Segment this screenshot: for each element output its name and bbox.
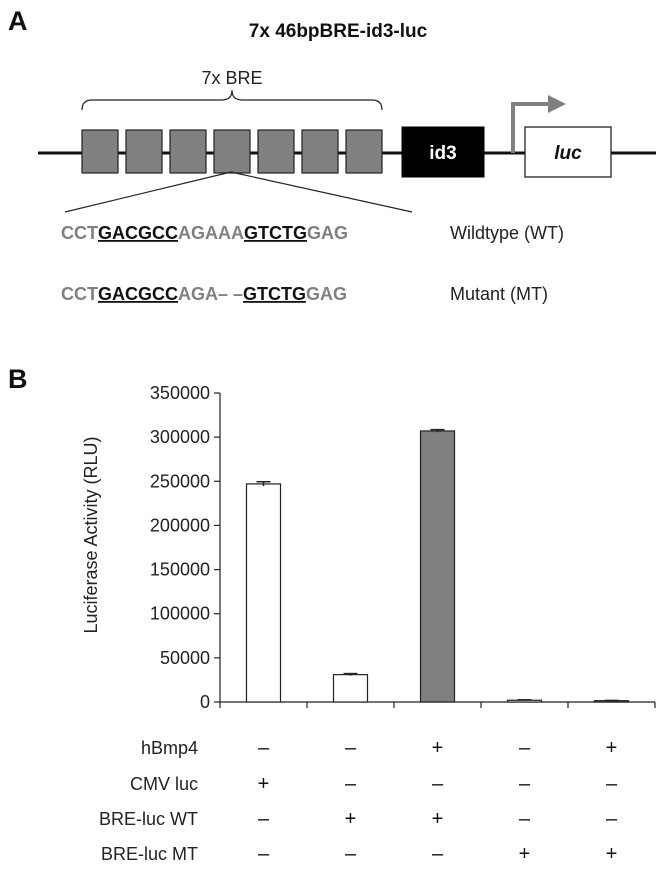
panel-a: A 7x 46bpBRE-id3-luc 7x BRE id3 luc CCTG… — [8, 6, 656, 304]
id3-label: id3 — [429, 143, 456, 164]
bre-box — [301, 129, 339, 174]
core-motif: GTCTG — [243, 284, 306, 304]
plus-sign: + — [258, 773, 270, 795]
panel-b: B Luciferase Activity (RLU) 0 50000 100000… — [8, 364, 656, 865]
condition-table: hBmp4 – – + – + CMV luc + – – – – BRE-luc WT – + + – – BRE… — [99, 737, 618, 865]
y-tick-label: 250000 — [150, 471, 210, 491]
minus-sign: – — [606, 808, 618, 830]
bre-box — [345, 129, 383, 174]
plus-sign: + — [432, 737, 444, 759]
bre-box — [257, 129, 295, 174]
minus-sign: – — [519, 808, 531, 830]
promoter-arrow — [511, 102, 550, 153]
y-tick-label: 350000 — [150, 383, 210, 403]
plus-sign: + — [432, 808, 444, 830]
core-motif: GACGCC — [98, 284, 178, 304]
minus-sign: – — [519, 737, 531, 759]
flank-sequence: CCT — [61, 284, 98, 304]
core-motif: GACGCC — [98, 223, 178, 243]
bre-bracket — [81, 89, 383, 111]
condition-label: BRE-luc WT — [99, 809, 198, 829]
y-tick-label: 300000 — [150, 427, 210, 447]
minus-sign: – — [258, 808, 270, 830]
condition-label: hBmp4 — [141, 738, 198, 758]
bracket-label: 7x BRE — [201, 68, 262, 88]
plus-sign: + — [606, 843, 618, 865]
flank-sequence: GAG — [307, 223, 348, 243]
expansion-line-left — [64, 171, 232, 213]
y-tick-label: 0 — [200, 692, 210, 712]
plus-sign: + — [519, 843, 531, 865]
bre-box — [81, 129, 119, 174]
sequence-mutant: CCTGACGCCAGA– –GTCTGGAG — [61, 284, 347, 304]
luc-label: luc — [554, 143, 582, 164]
bre-boxes — [81, 129, 383, 174]
y-tick-label: 50000 — [160, 648, 210, 668]
flank-sequence: AGA– – — [178, 284, 243, 304]
expansion-line-right — [230, 171, 413, 213]
condition-label: BRE-luc MT — [101, 844, 198, 864]
minus-sign: – — [345, 843, 357, 865]
flank-sequence: GAG — [306, 284, 347, 304]
condition-label: CMV luc — [130, 774, 198, 794]
sequence-wildtype: CCTGACGCCAGAAAGTCTGGAG — [61, 223, 348, 243]
bar — [419, 430, 456, 703]
sequence-label: Mutant (MT) — [450, 284, 548, 304]
y-tick-label: 150000 — [150, 560, 210, 580]
flank-sequence: AGAAA — [178, 223, 244, 243]
minus-sign: – — [432, 773, 444, 795]
panel-b-letter: B — [8, 364, 28, 394]
minus-sign: – — [258, 737, 270, 759]
minus-sign: – — [258, 843, 270, 865]
bar-chart: 0 50000 100000 150000 200000 250000 300000 3500… — [150, 383, 656, 712]
y-axis-label: Luciferase Activity (RLU) — [81, 436, 101, 633]
bre-box — [213, 129, 251, 174]
construct-title: 7x 46bpBRE-id3-luc — [249, 21, 428, 42]
plus-sign: + — [345, 808, 357, 830]
bar — [245, 483, 282, 703]
minus-sign: – — [519, 773, 531, 795]
y-tick-label: 200000 — [150, 515, 210, 535]
plus-sign: + — [606, 737, 618, 759]
minus-sign: – — [432, 843, 444, 865]
bar — [332, 674, 369, 703]
id3-box — [401, 126, 485, 178]
luc-box — [524, 126, 612, 178]
minus-sign: – — [606, 773, 618, 795]
panel-a-letter: A — [8, 6, 28, 36]
sequence-label: Wildtype (WT) — [450, 223, 564, 243]
flank-sequence: CCT — [61, 223, 98, 243]
bre-box — [169, 129, 207, 174]
bre-box — [125, 129, 163, 174]
minus-sign: – — [345, 737, 357, 759]
core-motif: GTCTG — [244, 223, 307, 243]
minus-sign: – — [345, 773, 357, 795]
y-tick-label: 100000 — [150, 604, 210, 624]
sequence-rows: CCTGACGCCAGAAAGTCTGGAG Wildtype (WT)CCTGA… — [61, 223, 564, 304]
promoter-arrow-head — [548, 95, 566, 113]
